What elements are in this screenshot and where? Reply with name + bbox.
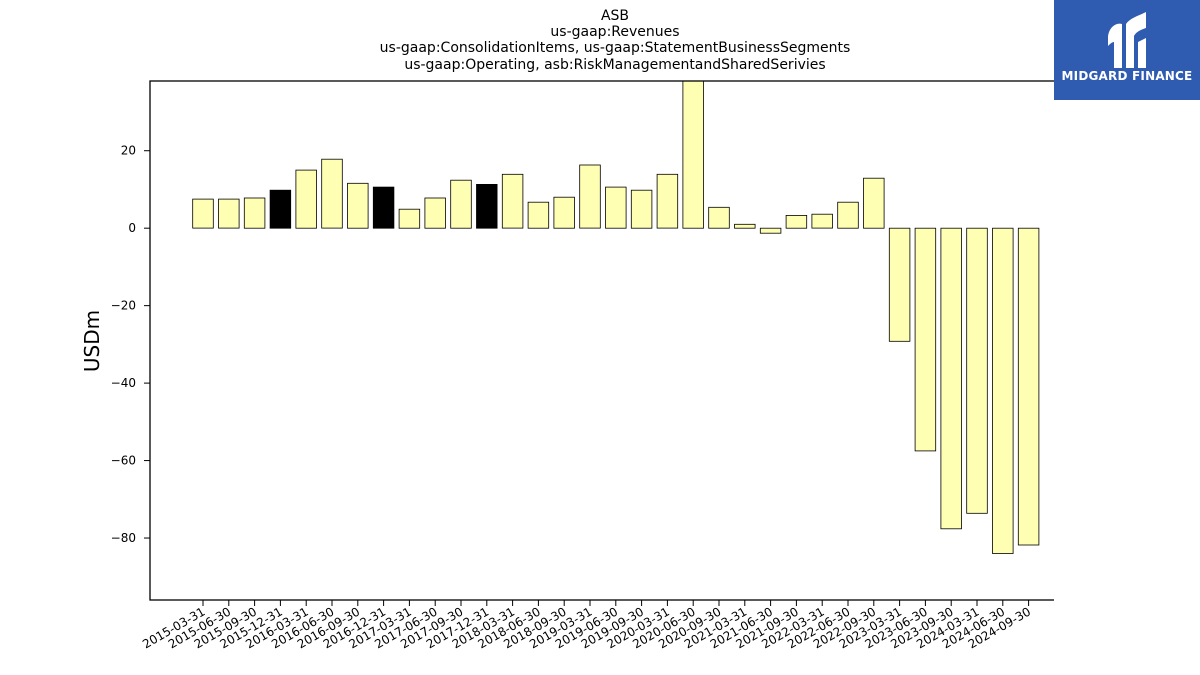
x-axis-ticks: 2015-03-312015-06-302015-09-302015-12-31… [140, 600, 1033, 651]
bar [914, 227, 937, 452]
bar [321, 158, 343, 229]
bar [888, 227, 911, 342]
midgard-finance-logo: MIDGARD FINANCE [1054, 0, 1200, 100]
y-axis-label: USDm [80, 310, 104, 372]
y-tick-label: −20 [111, 299, 136, 313]
chart-subtitle-line: us-gaap:Revenues [550, 24, 679, 40]
bar [398, 208, 421, 229]
bar [295, 169, 317, 229]
bar [966, 227, 988, 514]
bar [863, 177, 885, 229]
bar [347, 182, 369, 229]
bar [218, 198, 240, 229]
y-tick-label: −60 [111, 454, 136, 468]
revenue-bar-chart: ASB us-gaap:Revenues us-gaap:Consolidati… [80, 8, 1054, 651]
bar [372, 186, 395, 229]
bar [1017, 227, 1040, 546]
y-tick-label: −80 [111, 531, 136, 545]
bar [682, 80, 704, 229]
chart-subtitle-line: us-gaap:Operating, asb:RiskManagementand… [404, 57, 825, 73]
bars-group [192, 80, 1040, 554]
bar [192, 198, 214, 229]
bar [605, 186, 627, 229]
bar [553, 196, 575, 229]
bar [992, 227, 1014, 554]
bar [527, 201, 550, 229]
plot-frame [149, 80, 1054, 601]
bar [759, 227, 782, 234]
y-axis-ticks: 20 0 −20 −40 −60 −80 [111, 144, 150, 545]
bar [243, 197, 266, 229]
bar [811, 213, 833, 229]
y-tick-label: −40 [111, 376, 136, 390]
y-tick-label: 0 [128, 221, 136, 235]
chart-title-line: ASB [601, 8, 629, 24]
bar [630, 189, 653, 229]
logo-text: MIDGARD FINANCE [1061, 69, 1193, 83]
bar [476, 183, 498, 229]
bar [708, 206, 730, 229]
bar [501, 173, 524, 229]
midgard-logo-icon [1108, 12, 1146, 68]
chart-subtitle-line: us-gaap:ConsolidationItems, us-gaap:Stat… [380, 40, 851, 56]
bar [269, 189, 292, 229]
bar [424, 197, 446, 229]
bar [734, 223, 756, 229]
bar [579, 164, 601, 229]
chart-title: ASB us-gaap:Revenues us-gaap:Consolidati… [380, 8, 851, 73]
y-tick-label: 20 [121, 144, 136, 158]
bar [656, 173, 679, 229]
bar [450, 179, 472, 229]
bar [837, 201, 859, 229]
bar [785, 214, 808, 229]
bar [940, 227, 962, 530]
